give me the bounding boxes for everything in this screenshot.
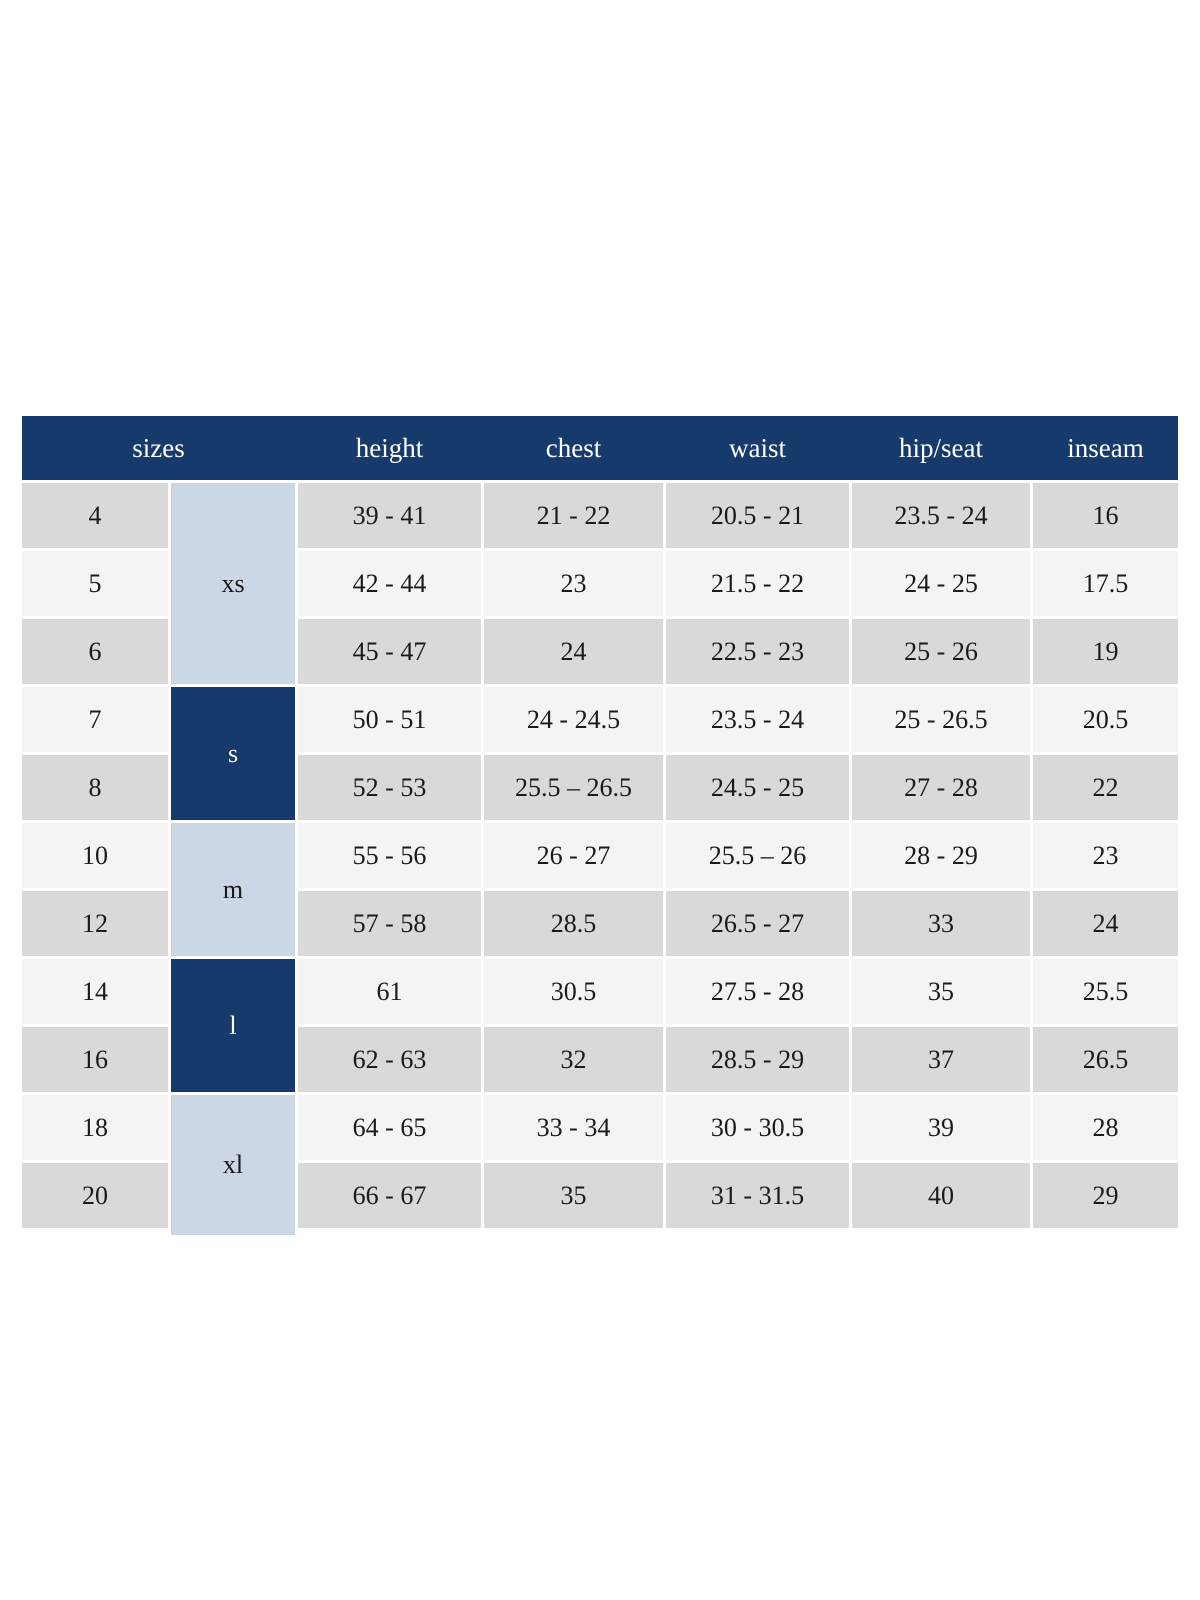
size-cell: 4 <box>22 483 168 548</box>
table-header-bar <box>22 416 1178 480</box>
waist-cell: 28.5 - 29 <box>666 1027 849 1092</box>
waist-cell: 27.5 - 28 <box>666 959 849 1024</box>
inseam-cell: 17.5 <box>1033 551 1178 616</box>
inseam-cell: 19 <box>1033 619 1178 684</box>
inseam-cell: 28 <box>1033 1095 1178 1160</box>
chest-cell: 23 <box>484 551 663 616</box>
waist-cell: 24.5 - 25 <box>666 755 849 820</box>
size-cell: 6 <box>22 619 168 684</box>
size-group-cell-m: m <box>171 823 295 956</box>
chest-cell: 24 - 24.5 <box>484 687 663 752</box>
height-cell: 45 - 47 <box>298 619 481 684</box>
hip-seat-cell: 40 <box>852 1163 1030 1228</box>
height-cell: 39 - 41 <box>298 483 481 548</box>
hip-seat-cell: 28 - 29 <box>852 823 1030 888</box>
column-header-chest: chest <box>545 432 602 463</box>
chest-cell: 25.5 – 26.5 <box>484 755 663 820</box>
chest-cell: 21 - 22 <box>484 483 663 548</box>
inseam-cell: 16 <box>1033 483 1178 548</box>
size-cell: 10 <box>22 823 168 888</box>
hip-seat-cell: 39 <box>852 1095 1030 1160</box>
chest-cell: 35 <box>484 1163 663 1228</box>
waist-cell: 22.5 - 23 <box>666 619 849 684</box>
chest-cell: 28.5 <box>484 891 663 956</box>
column-header-waist: waist <box>729 432 786 463</box>
height-cell: 50 - 51 <box>298 687 481 752</box>
waist-cell: 25.5 – 26 <box>666 823 849 888</box>
inseam-cell: 22 <box>1033 755 1178 820</box>
inseam-cell: 25.5 <box>1033 959 1178 1024</box>
waist-cell: 20.5 - 21 <box>666 483 849 548</box>
inseam-cell: 20.5 <box>1033 687 1178 752</box>
column-header-hip-seat: hip/seat <box>899 432 983 463</box>
height-cell: 62 - 63 <box>298 1027 481 1092</box>
height-cell: 61 <box>298 959 481 1024</box>
chest-cell: 33 - 34 <box>484 1095 663 1160</box>
hip-seat-cell: 23.5 - 24 <box>852 483 1030 548</box>
hip-seat-cell: 37 <box>852 1027 1030 1092</box>
height-cell: 57 - 58 <box>298 891 481 956</box>
waist-cell: 30 - 30.5 <box>666 1095 849 1160</box>
inseam-cell: 24 <box>1033 891 1178 956</box>
inseam-cell: 29 <box>1033 1163 1178 1228</box>
chest-cell: 32 <box>484 1027 663 1092</box>
waist-cell: 23.5 - 24 <box>666 687 849 752</box>
size-cell: 14 <box>22 959 168 1024</box>
size-cell: 16 <box>22 1027 168 1092</box>
size-group-cell-s: s <box>171 687 295 820</box>
chest-cell: 26 - 27 <box>484 823 663 888</box>
height-cell: 55 - 56 <box>298 823 481 888</box>
hip-seat-cell: 33 <box>852 891 1030 956</box>
waist-cell: 26.5 - 27 <box>666 891 849 956</box>
column-header-height: height <box>355 432 424 463</box>
size-chart-table: sizes height chest waist hip/seat inseam… <box>22 416 1178 1235</box>
waist-cell: 21.5 - 22 <box>666 551 849 616</box>
height-cell: 42 - 44 <box>298 551 481 616</box>
height-cell: 52 - 53 <box>298 755 481 820</box>
hip-seat-cell: 35 <box>852 959 1030 1024</box>
hip-seat-cell: 24 - 25 <box>852 551 1030 616</box>
column-header-inseam: inseam <box>1067 432 1144 463</box>
waist-cell: 31 - 31.5 <box>666 1163 849 1228</box>
hip-seat-cell: 27 - 28 <box>852 755 1030 820</box>
height-cell: 64 - 65 <box>298 1095 481 1160</box>
size-cell: 8 <box>22 755 168 820</box>
size-group-cell-xs: xs <box>171 483 295 684</box>
column-header-sizes: sizes <box>132 432 185 463</box>
inseam-cell: 23 <box>1033 823 1178 888</box>
chest-cell: 24 <box>484 619 663 684</box>
chest-cell: 30.5 <box>484 959 663 1024</box>
size-cell: 5 <box>22 551 168 616</box>
height-cell: 66 - 67 <box>298 1163 481 1228</box>
hip-seat-cell: 25 - 26.5 <box>852 687 1030 752</box>
size-cell: 7 <box>22 687 168 752</box>
hip-seat-cell: 25 - 26 <box>852 619 1030 684</box>
size-cell: 20 <box>22 1163 168 1228</box>
size-group-cell-xl: xl <box>171 1095 295 1235</box>
size-cell: 18 <box>22 1095 168 1160</box>
size-cell: 12 <box>22 891 168 956</box>
inseam-cell: 26.5 <box>1033 1027 1178 1092</box>
size-group-cell-l: l <box>171 959 295 1092</box>
